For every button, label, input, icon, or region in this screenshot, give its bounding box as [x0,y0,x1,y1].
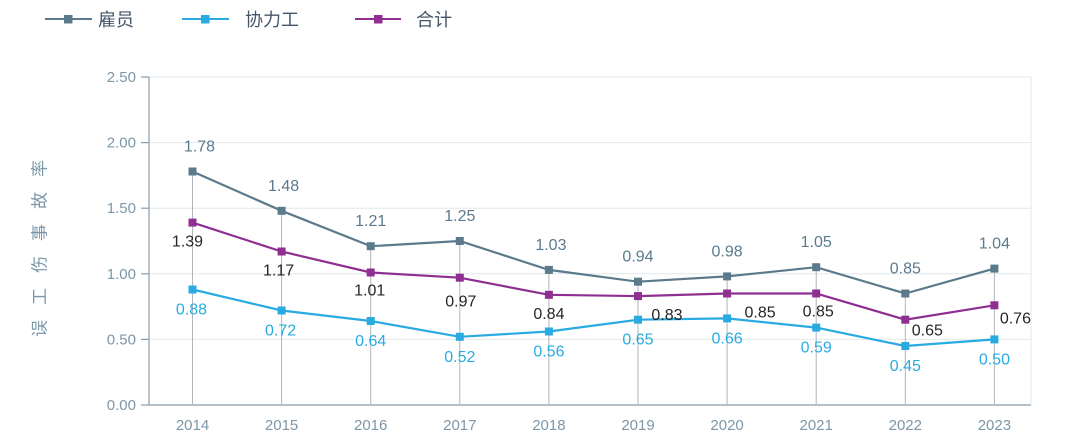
svg-text:2015: 2015 [265,417,298,434]
svg-text:2.00: 2.00 [107,135,136,152]
svg-text:0.83: 0.83 [651,307,682,324]
svg-text:0.65: 0.65 [622,332,653,349]
svg-text:2020: 2020 [710,417,743,434]
svg-text:0.72: 0.72 [265,323,296,340]
svg-text:1.48: 1.48 [268,178,299,195]
svg-text:1.17: 1.17 [263,263,294,280]
svg-text:0.59: 0.59 [801,340,832,357]
svg-text:0.56: 0.56 [533,344,564,361]
svg-text:2022: 2022 [889,417,922,434]
svg-text:0.50: 0.50 [107,331,136,348]
svg-text:1.50: 1.50 [107,200,136,217]
svg-text:0.97: 0.97 [445,294,476,311]
svg-text:1.21: 1.21 [355,213,386,230]
svg-text:1.03: 1.03 [535,237,566,254]
svg-text:0.94: 0.94 [622,249,653,266]
svg-text:0.84: 0.84 [533,306,564,323]
svg-text:2014: 2014 [176,417,209,434]
svg-text:2021: 2021 [800,417,833,434]
svg-text:0.85: 0.85 [803,304,834,321]
svg-text:0.45: 0.45 [890,358,921,375]
svg-text:0.52: 0.52 [444,349,475,366]
svg-text:1.05: 1.05 [801,234,832,251]
svg-text:2018: 2018 [532,417,565,434]
svg-text:0.85: 0.85 [745,305,776,322]
svg-text:1.04: 1.04 [979,236,1010,253]
svg-text:2019: 2019 [621,417,654,434]
svg-text:0.64: 0.64 [355,333,386,350]
svg-text:雇员: 雇员 [98,10,134,30]
svg-text:0.00: 0.00 [107,397,136,414]
svg-text:1.39: 1.39 [172,234,203,251]
svg-text:0.88: 0.88 [176,302,207,319]
svg-text:协力工: 协力工 [245,10,299,30]
svg-text:2017: 2017 [443,417,476,434]
svg-text:0.85: 0.85 [890,261,921,278]
svg-text:1.01: 1.01 [354,283,385,300]
svg-text:2.50: 2.50 [107,69,136,86]
svg-text:0.50: 0.50 [979,351,1010,368]
svg-text:2016: 2016 [354,417,387,434]
svg-text:1.00: 1.00 [107,266,136,283]
svg-text:1.78: 1.78 [184,139,215,156]
svg-text:合计: 合计 [416,10,452,30]
svg-text:0.76: 0.76 [1000,310,1031,327]
svg-text:0.98: 0.98 [712,243,743,260]
svg-text:1.25: 1.25 [444,208,475,225]
svg-text:0.66: 0.66 [712,330,743,347]
svg-text:2023: 2023 [978,417,1011,434]
svg-text:0.65: 0.65 [912,323,943,340]
